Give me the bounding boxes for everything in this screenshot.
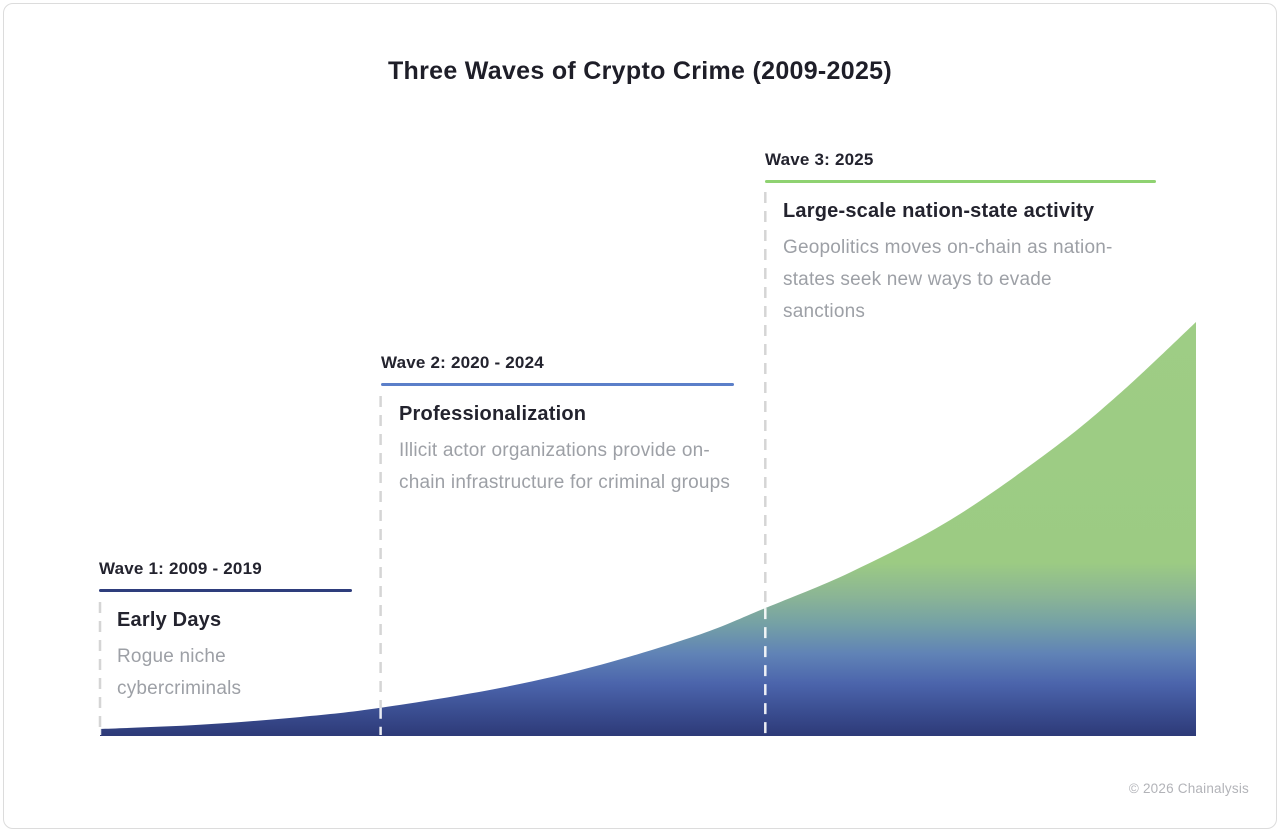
wave-1-label: Wave 1: 2009 - 2019 <box>99 559 262 578</box>
crime-growth-area <box>100 322 1196 736</box>
page-title: Three Waves of Crypto Crime (2009-2025) <box>387 57 892 85</box>
wave-3-description: Geopolitics moves on-chain as nation-sta… <box>783 237 1113 322</box>
wave-2-description: Illicit actor organizations provide on-c… <box>399 440 731 493</box>
wave-divider-lines <box>98 192 767 735</box>
wave-1-annotation: Wave 1: 2009 - 2019 Early Days Rogue nic… <box>99 559 352 705</box>
wave-1-accent-rule <box>99 589 352 592</box>
wave-2-heading: Professionalization <box>399 403 587 425</box>
wave-3-accent-rule <box>765 180 1156 183</box>
wave-2-annotation: Wave 2: 2020 - 2024 Professionalization … <box>381 353 734 499</box>
wave-2-accent-rule <box>381 383 734 386</box>
wave-3-label: Wave 3: 2025 <box>765 150 874 169</box>
wave-1-description: Rogue niche cybercriminals <box>117 646 242 699</box>
copyright-notice: © 2026 Chainalysis <box>1128 781 1249 796</box>
wave-3-annotation: Wave 3: 2025 Large-scale nation-state ac… <box>765 150 1156 328</box>
wave-3-heading: Large-scale nation-state activity <box>783 200 1095 222</box>
wave-2-label: Wave 2: 2020 - 2024 <box>381 353 544 372</box>
wave-1-heading: Early Days <box>117 609 222 631</box>
